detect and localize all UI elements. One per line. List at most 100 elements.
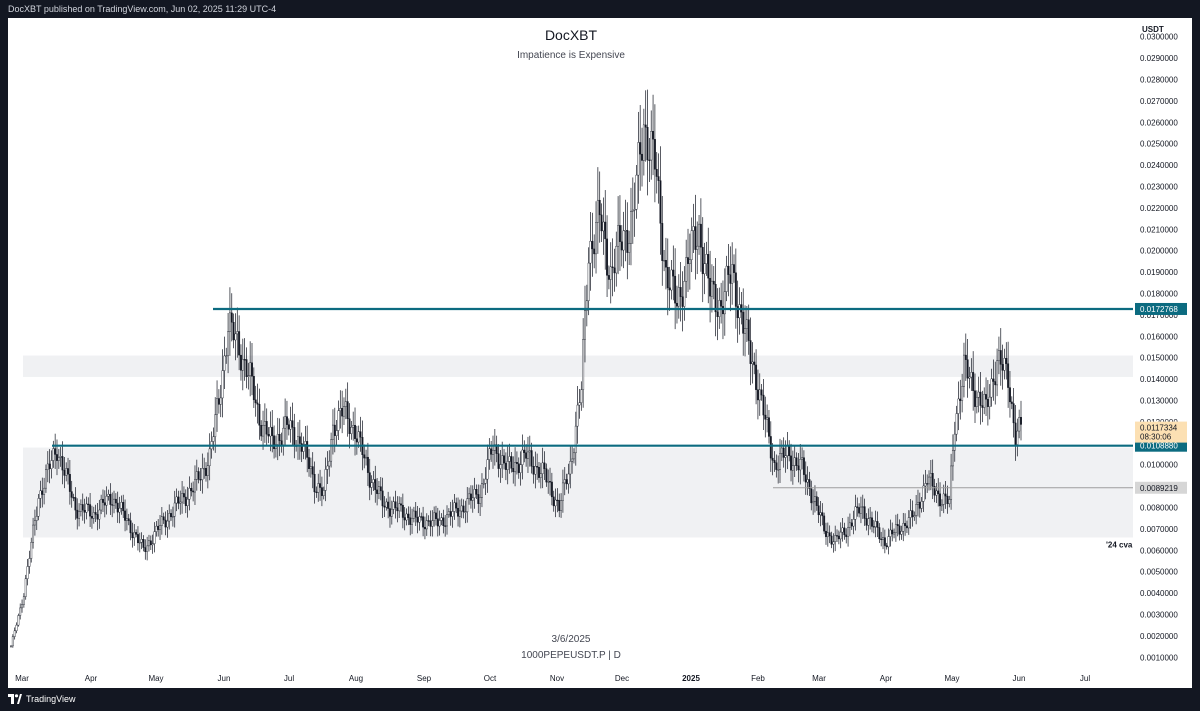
candle-body (959, 398, 962, 401)
candle-body (977, 391, 980, 398)
candle-body (63, 469, 66, 476)
candle-body (558, 500, 561, 511)
candle-body (105, 495, 108, 506)
candle-body (350, 427, 353, 434)
candle-body (297, 436, 299, 447)
candle-body (933, 486, 936, 496)
candle-body (490, 448, 493, 455)
candle-body (970, 372, 973, 378)
candle-body (779, 453, 781, 470)
candle-body (436, 518, 439, 527)
candle-body (11, 636, 14, 647)
candle-body (898, 525, 901, 535)
candle-body (230, 312, 233, 323)
candle-body (935, 490, 938, 496)
candle-body (109, 494, 112, 505)
candle-body (817, 505, 820, 516)
y-tick-label: 0.0200000 (1140, 247, 1178, 256)
y-axis: 0.0300000 0.0290000 0.0280000 0.0270000 0.02… (1140, 33, 1178, 663)
footer-bar: TradingView (0, 688, 1200, 711)
candle-body (127, 518, 130, 521)
candle-body (17, 615, 20, 626)
candle-body (278, 433, 281, 441)
candle-body (758, 389, 761, 401)
candle-body (32, 524, 35, 543)
candle-body (455, 502, 458, 509)
candle-body (942, 493, 945, 505)
candle-body (131, 532, 134, 539)
candle-body (541, 462, 544, 474)
candle-body (212, 436, 215, 442)
candle-body (797, 465, 800, 471)
candle-body (983, 394, 986, 408)
candle-body (284, 416, 287, 429)
candle-body (587, 262, 590, 301)
candle-body (664, 260, 667, 268)
candle-body (997, 350, 1000, 361)
level-label: 0.0172768 (1140, 305, 1178, 314)
candle-body (744, 328, 746, 334)
candle-body (435, 512, 437, 519)
tradingview-logo-icon (8, 694, 22, 704)
candle-body (628, 243, 631, 253)
candle-body (696, 245, 699, 250)
candle-body (950, 465, 953, 500)
candle-body (692, 226, 695, 231)
y-tick-label: 0.0240000 (1140, 161, 1178, 170)
candle-body (227, 331, 230, 356)
candle-body (714, 284, 717, 313)
candle-body (252, 376, 255, 401)
candle-body (412, 510, 415, 519)
candle-body (716, 311, 719, 317)
candle-body (341, 408, 344, 417)
candle-body (276, 433, 279, 445)
candle-body (768, 417, 770, 437)
y-tick-label: 0.0030000 (1140, 611, 1178, 620)
y-tick-label: 0.0140000 (1140, 375, 1178, 384)
candle-body (515, 461, 518, 464)
candle-body (21, 604, 23, 609)
candle-body (843, 527, 846, 536)
candle-body (677, 287, 680, 307)
candle-body (911, 510, 914, 518)
level-label: 0.0089219 (1140, 484, 1178, 493)
candle-body (221, 370, 224, 399)
zone-label: '24 cva (1106, 540, 1133, 549)
candle-body (464, 511, 467, 513)
candle-body (948, 499, 951, 505)
last-price-bg (1135, 421, 1187, 443)
candle-body (882, 537, 884, 540)
candle-body (359, 431, 362, 438)
candle-body (913, 515, 916, 518)
candle-body (118, 508, 121, 513)
candle-body (457, 507, 459, 517)
y-tick-label: 0.0260000 (1140, 118, 1178, 127)
candle-body (819, 512, 822, 516)
candle-body (217, 398, 220, 405)
candle-body (504, 462, 507, 470)
candle-body (216, 398, 218, 415)
price-chart[interactable]: '24 cva 0.0300000 0.0290000 0.0280000 0.027… (8, 18, 1192, 688)
candle-body (48, 463, 51, 469)
candle-body (186, 498, 189, 507)
candle-body (841, 527, 844, 533)
candle-body (928, 476, 930, 485)
candle-body (354, 425, 356, 439)
candle-body (203, 468, 206, 470)
candle-body (429, 520, 432, 527)
candle-body (320, 487, 323, 496)
candle-body (512, 468, 515, 473)
candle-body (164, 519, 167, 528)
candle-body (249, 362, 252, 376)
y-tick-label: 0.0190000 (1140, 268, 1178, 277)
candle-body (309, 466, 312, 469)
candle-body (46, 463, 49, 470)
candle-body (670, 269, 673, 291)
candle-body (852, 519, 855, 527)
candle-body (181, 493, 184, 503)
candle-body (550, 481, 553, 498)
y-tick-label: 0.0210000 (1140, 225, 1178, 234)
candle-body (374, 479, 377, 491)
candle-body (554, 499, 557, 507)
candle-body (190, 488, 193, 492)
